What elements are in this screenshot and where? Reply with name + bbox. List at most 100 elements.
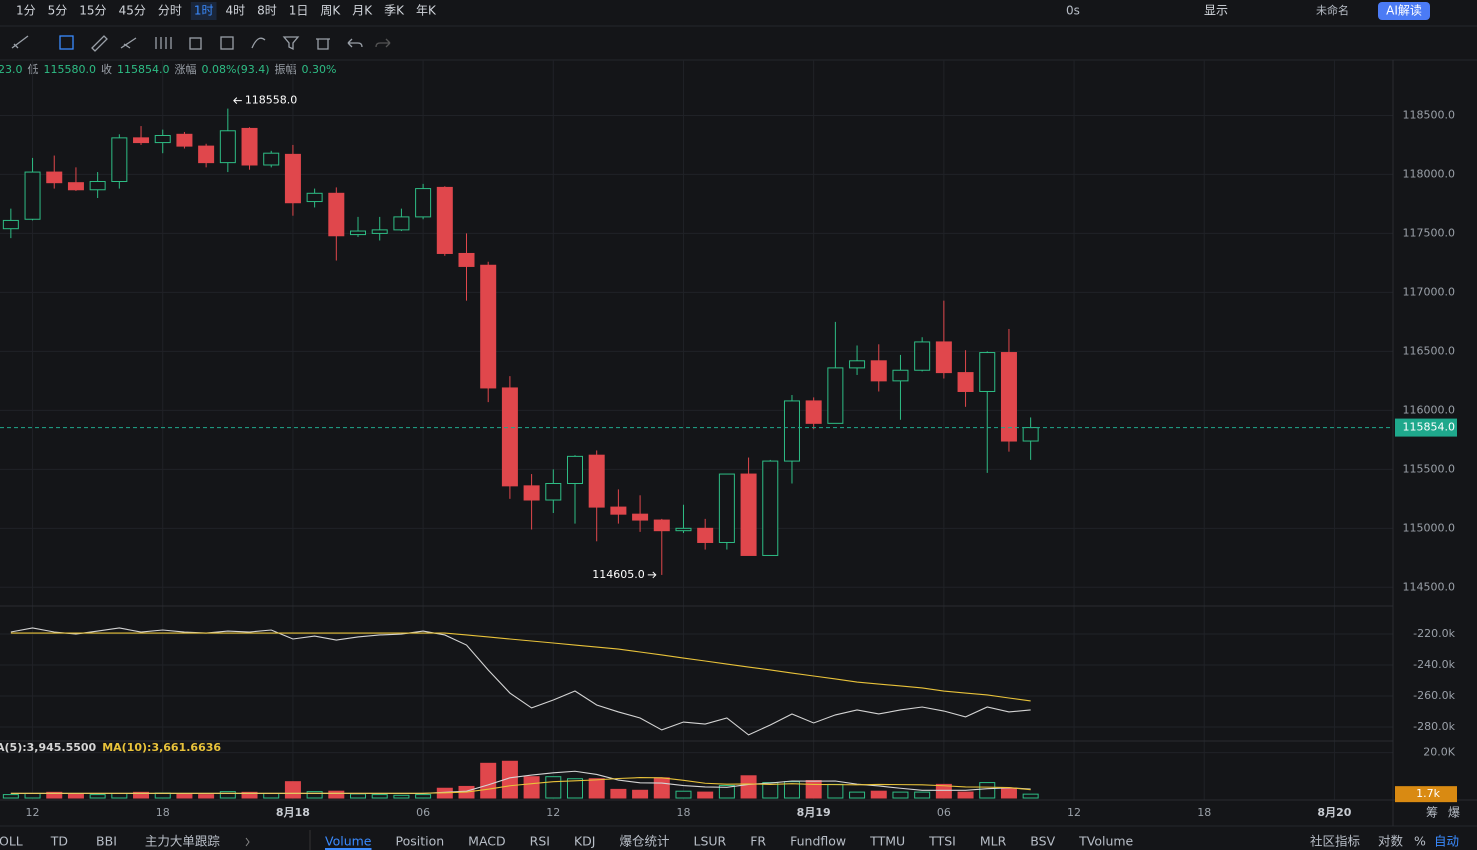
candle-body [653,519,670,532]
candle-body [219,130,236,164]
candle-body [111,137,128,183]
y-tick-label: 20.0K [1423,746,1455,759]
info-item: 振幅 [275,62,297,76]
tool-icon[interactable] [11,35,29,49]
candle-body [566,455,583,484]
interval-button[interactable]: 5分 [48,4,68,18]
interval-button[interactable]: 分时 [158,4,182,18]
volume-bar [328,790,345,799]
indicator-tab[interactable]: RSI [530,834,550,849]
interval-button[interactable]: 1时 [194,4,214,18]
interval-button[interactable]: 15分 [79,4,106,18]
volume-bar [697,791,714,799]
bottom-option[interactable]: 对数 [1378,834,1404,849]
arrow [647,571,657,579]
interval-button[interactable]: 4时 [226,4,246,18]
last-volume-box [1395,786,1457,803]
tool-icon[interactable] [282,36,300,51]
y-tick-label: 117000.0 [1403,285,1456,298]
indicator-tab[interactable]: Fundflow [790,834,846,849]
interval-button[interactable]: 周K [320,4,341,18]
bottom-option[interactable]: % [1414,834,1426,849]
layout-name[interactable]: 未命名 [1316,3,1349,17]
tool-icon[interactable] [316,38,330,50]
candle-body [415,188,432,218]
interval-button[interactable]: 45分 [119,4,146,18]
indicator-tab[interactable]: Position [396,834,445,849]
info-item: 115580.0 [44,63,97,76]
volume-bar [415,794,432,799]
y-tick-label: -280.0k [1413,720,1455,733]
volume-bar [545,776,562,799]
indicator-line [10,632,1031,702]
volume-bar [371,794,388,799]
volume-ma-line [10,777,1031,794]
volume-bar [957,791,974,799]
axis-tool[interactable]: 筹 [1426,806,1438,820]
indicator-tab[interactable]: OLL [0,834,23,849]
candle-body [914,341,931,371]
indicator-tab[interactable]: BBI [96,834,117,849]
interval-button[interactable]: 1日 [289,4,309,18]
candle-body [979,352,996,392]
volume-bar [198,794,215,799]
interval-button[interactable]: 月K [352,4,373,18]
indicator-tab[interactable]: KDJ [574,834,596,849]
interval-button[interactable]: 季K [384,4,405,18]
candle-body [892,369,909,382]
volume-bar [632,789,649,799]
candle-body [1000,352,1017,442]
bottom-option[interactable]: 社区指标 [1310,834,1360,849]
x-tick-label: 8月19 [797,806,831,819]
volume-bar [89,794,106,799]
candle-body [610,506,627,515]
ai-button[interactable]: AI解读 [1386,4,1422,18]
indicator-tab[interactable]: TTSI [928,834,956,849]
ai-button-bg[interactable] [1378,2,1430,20]
tool-icon[interactable] [251,37,266,49]
interval-button[interactable]: 年K [416,4,437,18]
tool-icon[interactable] [91,35,108,52]
tool-icon[interactable] [189,37,202,50]
volume-bar [653,777,670,799]
x-tick-label: 06 [937,806,951,819]
x-tick-label: 18 [1197,806,1211,819]
y-tick-label: 114500.0 [1403,580,1456,593]
volume-bar [501,760,518,799]
candle-body [241,127,258,166]
tool-icon[interactable] [120,37,137,49]
tool-icon[interactable] [155,37,172,49]
interval-button[interactable]: 1分 [16,4,36,18]
indicator-tab[interactable]: MLR [980,834,1007,849]
candle-body [2,219,19,230]
indicator-tab[interactable]: MACD [468,834,505,849]
arrow [233,97,242,104]
candle-body [176,133,193,147]
candle-body [328,192,345,237]
tool-icon[interactable] [59,35,74,50]
display-button[interactable]: 显示 [1204,4,1228,18]
indicator-tab[interactable]: TTMU [869,834,905,849]
indicator-tab[interactable]: LSUR [694,834,727,849]
tool-icon[interactable] [375,38,391,48]
tool-icon[interactable] [347,38,363,48]
y-tick-label: -260.0k [1413,689,1455,702]
indicator-tab[interactable]: FR [750,834,766,849]
tool-icon[interactable] [220,36,234,50]
indicator-tab[interactable]: TVolume [1078,834,1133,849]
tab-arrow[interactable] [245,837,250,847]
indicator-tab[interactable]: 爆仓统计 [619,834,669,849]
candle-body [783,400,800,462]
bottom-option[interactable]: 自动 [1434,834,1459,849]
indicator-tab[interactable]: TD [50,834,68,849]
x-tick-label: 8月18 [276,806,310,819]
axis-tool[interactable]: 爆 [1448,806,1460,820]
info-item: 涨幅 [175,63,197,76]
indicator-tab[interactable]: Volume [325,834,372,849]
volume-bar [480,762,497,799]
indicator-tab[interactable]: 主力大单跟踪 [145,834,221,849]
interval-button[interactable]: 8时 [257,4,277,18]
drawing-tools[interactable] [11,35,391,52]
volume-bar [588,778,605,799]
indicator-tab[interactable]: BSV [1030,834,1055,849]
